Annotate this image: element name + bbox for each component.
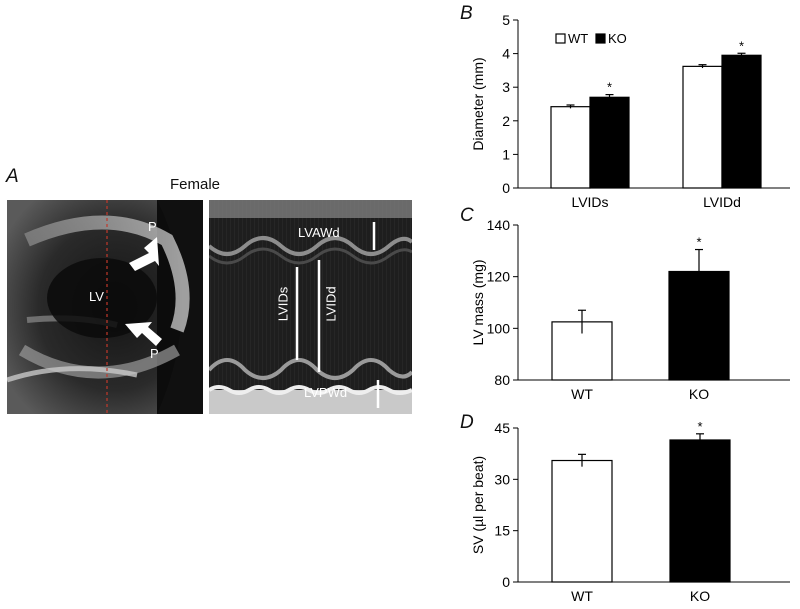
y-tick-label: 30 — [494, 471, 510, 487]
bar — [589, 96, 630, 189]
x-tick-label: KO — [689, 386, 709, 402]
mmode-lvpwd-label: LVPWd — [304, 385, 348, 400]
y-tick-label: 120 — [487, 269, 511, 285]
bmode-p-bottom-label: P — [150, 346, 159, 361]
bar — [550, 106, 591, 189]
y-tick-label: 2 — [502, 113, 510, 129]
panel-a-letter: A — [6, 166, 19, 187]
significance-marker: * — [607, 80, 612, 95]
bar — [669, 439, 731, 583]
y-tick-label: 3 — [502, 79, 510, 95]
significance-marker: * — [739, 38, 744, 53]
bmode-lv-label: LV — [89, 289, 104, 304]
arrow-top-icon — [129, 237, 159, 271]
y-tick-label: 80 — [494, 372, 510, 388]
x-tick-label: LVIDd — [703, 194, 741, 210]
legend-swatch — [555, 33, 566, 44]
mmode-lvawd-label: LVAWd — [298, 225, 340, 240]
y-tick-label: 45 — [494, 420, 510, 436]
y-axis-title: SV (µl per beat) — [470, 456, 486, 554]
bar — [551, 459, 613, 583]
y-axis-title: LV mass (mg) — [470, 259, 486, 345]
y-tick-label: 0 — [502, 574, 510, 590]
panel-d-letter: D — [460, 412, 474, 433]
bmode-p-top-label: P — [148, 219, 157, 234]
significance-marker: * — [697, 419, 702, 434]
y-tick-label: 1 — [502, 146, 510, 162]
x-tick-label: KO — [690, 588, 710, 604]
y-tick-label: 15 — [494, 523, 510, 539]
legend-label: KO — [608, 31, 627, 46]
y-tick-label: 5 — [502, 12, 510, 28]
x-tick-label: WT — [571, 386, 593, 402]
bar — [721, 54, 762, 189]
legend-swatch — [595, 33, 606, 44]
x-tick-label: WT — [571, 588, 593, 604]
mmode-echo-image — [209, 200, 412, 414]
bmode-echo-image — [7, 200, 203, 414]
bar — [682, 65, 723, 189]
y-axis-title: Diameter (mm) — [470, 57, 486, 150]
y-tick-label: 0 — [502, 180, 510, 196]
significance-marker: * — [696, 235, 701, 250]
y-tick-label: 140 — [487, 217, 511, 233]
y-tick-label: 4 — [502, 46, 510, 62]
panel-c-letter: C — [460, 205, 474, 226]
x-tick-label: LVIDs — [571, 194, 608, 210]
panel-a-title: Female — [170, 176, 221, 193]
legend-label: WT — [568, 31, 588, 46]
arrow-bottom-icon — [125, 322, 162, 346]
y-tick-label: 100 — [487, 320, 511, 336]
panel-b-letter: B — [460, 3, 473, 24]
